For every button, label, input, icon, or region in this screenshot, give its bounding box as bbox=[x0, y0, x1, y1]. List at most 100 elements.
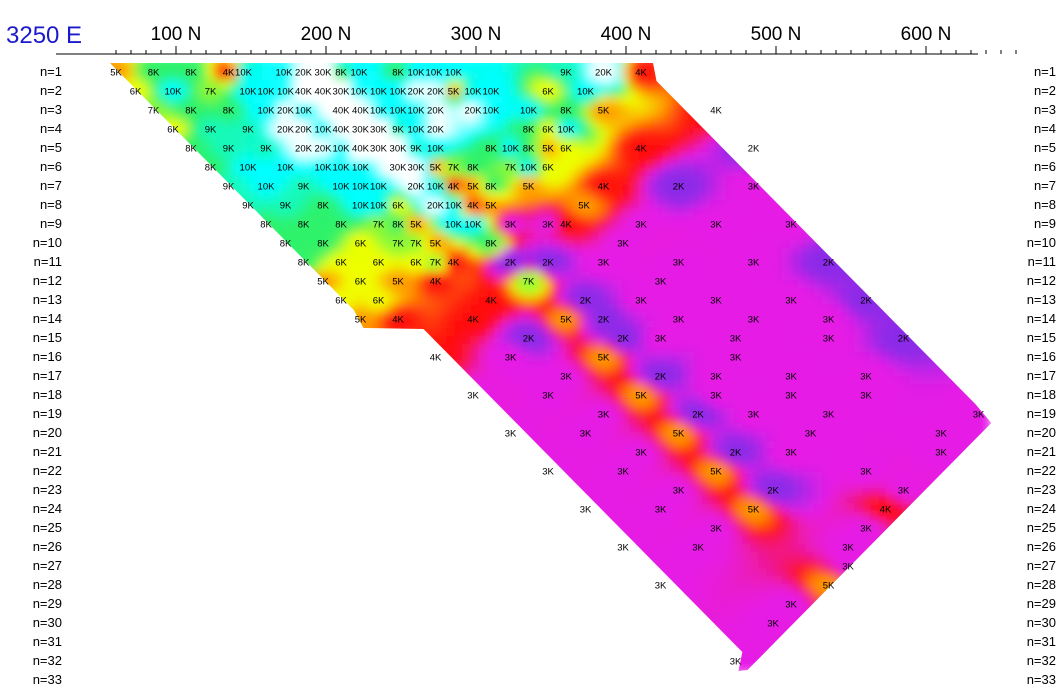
heat-cell bbox=[494, 200, 503, 209]
heat-cell bbox=[534, 64, 543, 73]
heat-cell bbox=[470, 96, 479, 105]
heat-cell bbox=[822, 384, 831, 393]
heat-cell bbox=[542, 192, 551, 201]
heat-cell bbox=[870, 368, 879, 377]
heat-cell bbox=[598, 80, 607, 89]
heat-cell bbox=[734, 240, 743, 249]
heat-cell bbox=[718, 288, 727, 297]
heat-cell bbox=[238, 168, 247, 177]
heat-cell bbox=[830, 384, 839, 393]
heat-cell bbox=[558, 144, 567, 153]
heat-cell bbox=[622, 136, 631, 145]
heat-cell bbox=[278, 280, 287, 289]
heat-cell bbox=[254, 272, 263, 281]
heat-cell bbox=[646, 63, 655, 65]
heat-cell bbox=[414, 272, 423, 281]
heat-cell bbox=[750, 376, 759, 385]
heat-cell bbox=[446, 328, 455, 337]
heat-cell bbox=[966, 176, 975, 185]
heat-cell bbox=[902, 216, 911, 225]
heat-cell bbox=[286, 200, 295, 209]
heat-cell bbox=[822, 392, 831, 401]
heat-cell bbox=[622, 168, 631, 177]
heat-cell bbox=[798, 192, 807, 201]
heat-cell bbox=[574, 144, 583, 153]
heat-cell bbox=[374, 208, 383, 217]
heat-cell bbox=[190, 384, 199, 393]
heat-cell bbox=[870, 104, 879, 113]
heat-cell bbox=[278, 80, 287, 89]
heat-cell bbox=[742, 384, 751, 393]
heat-cell bbox=[390, 80, 399, 89]
heat-cell bbox=[342, 64, 351, 73]
heat-cell bbox=[214, 128, 223, 137]
heat-cell bbox=[470, 376, 479, 385]
heat-cell bbox=[854, 168, 863, 177]
heat-cell bbox=[190, 64, 199, 73]
heat-cell bbox=[318, 224, 327, 233]
heat-cell bbox=[126, 63, 135, 65]
heat-cell bbox=[198, 272, 207, 281]
heat-cell bbox=[942, 128, 951, 137]
heat-cell bbox=[494, 320, 503, 329]
heat-cell bbox=[982, 232, 991, 241]
heat-cell bbox=[142, 376, 151, 385]
heat-cell bbox=[862, 120, 871, 129]
heat-cell bbox=[494, 208, 503, 217]
heat-cell bbox=[238, 272, 247, 281]
heat-cell bbox=[310, 200, 319, 209]
heat-cell bbox=[390, 144, 399, 153]
heat-cell bbox=[718, 272, 727, 281]
heat-cell bbox=[366, 264, 375, 273]
heat-cell bbox=[134, 232, 143, 241]
heat-cell bbox=[182, 160, 191, 169]
heat-cell bbox=[958, 360, 967, 369]
heat-cell bbox=[518, 208, 527, 217]
heat-cell bbox=[654, 120, 663, 129]
heat-cell bbox=[278, 376, 287, 385]
heat-cell bbox=[526, 192, 535, 201]
heat-cell bbox=[430, 80, 439, 89]
heat-cell bbox=[902, 88, 911, 97]
heat-cell bbox=[414, 63, 423, 65]
heat-cell bbox=[430, 288, 439, 297]
heat-cell bbox=[822, 144, 831, 153]
heat-cell bbox=[830, 160, 839, 169]
heat-cell bbox=[542, 232, 551, 241]
heat-cell bbox=[694, 72, 703, 81]
heat-cell bbox=[134, 128, 143, 137]
heat-cell bbox=[166, 192, 175, 201]
heat-cell bbox=[462, 224, 471, 233]
heat-cell bbox=[982, 280, 991, 289]
heat-cell bbox=[854, 232, 863, 241]
heat-cell bbox=[454, 112, 463, 121]
heat-cell bbox=[414, 208, 423, 217]
heat-cell bbox=[150, 248, 159, 257]
heat-cell bbox=[854, 384, 863, 393]
heat-cell bbox=[974, 176, 983, 185]
heat-cell bbox=[894, 216, 903, 225]
heat-cell bbox=[606, 384, 615, 393]
heat-cell bbox=[822, 312, 831, 321]
heat-cell bbox=[726, 384, 735, 393]
heat-cell bbox=[534, 168, 543, 177]
heat-cell bbox=[166, 256, 175, 265]
heat-cell bbox=[238, 368, 247, 377]
heat-cell bbox=[742, 232, 751, 241]
heat-cell bbox=[374, 224, 383, 233]
heat-cell bbox=[726, 88, 735, 97]
heat-cell bbox=[462, 88, 471, 97]
heat-cell bbox=[638, 63, 647, 65]
heat-cell bbox=[654, 384, 663, 393]
heat-cell bbox=[638, 136, 647, 145]
heat-cell bbox=[246, 344, 255, 353]
heat-cell bbox=[86, 192, 95, 201]
heat-cell bbox=[582, 144, 591, 153]
heat-cell bbox=[558, 88, 567, 97]
heat-cell bbox=[446, 400, 455, 409]
heat-cell bbox=[590, 160, 599, 169]
heat-cell bbox=[86, 112, 95, 121]
heat-cell bbox=[462, 216, 471, 225]
heat-cell bbox=[526, 272, 535, 281]
heat-cell bbox=[510, 168, 519, 177]
